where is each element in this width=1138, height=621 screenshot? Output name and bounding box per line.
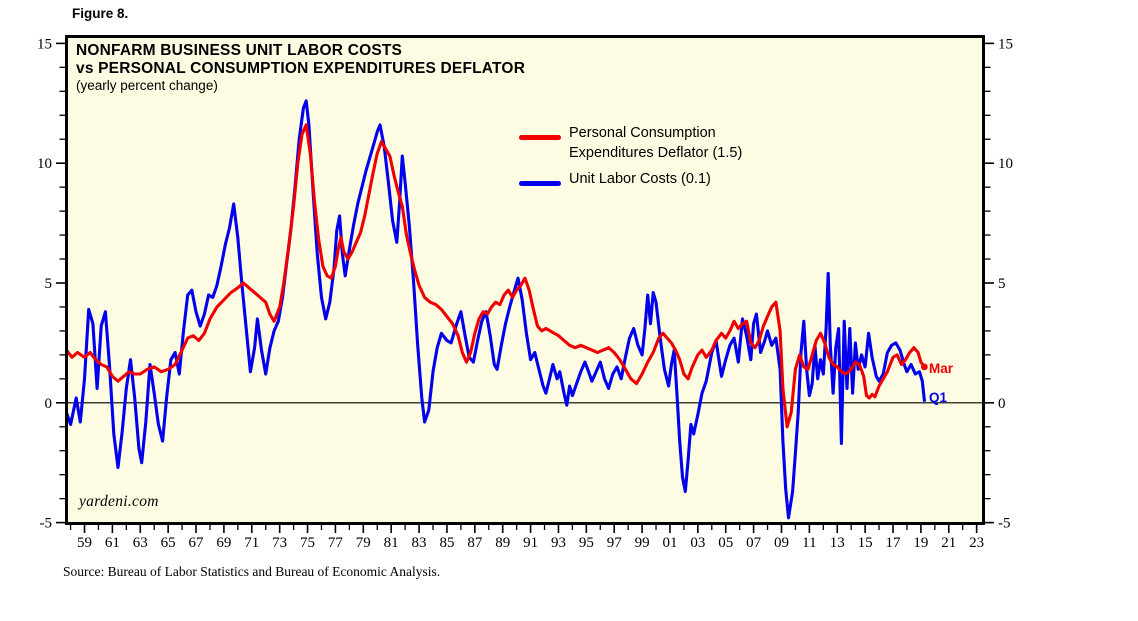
figure-label: Figure 8. (72, 6, 129, 21)
x-tick-label: 11 (802, 535, 816, 551)
y-tick-label-left: 0 (45, 396, 53, 412)
x-tick-label: 69 (216, 535, 231, 551)
y-tick-label-right: 15 (998, 36, 1013, 52)
x-axis: 59 61 63 65 67 69 71 73 75 77 79 81 83 85 87 89 91 93 95 97… (69, 525, 984, 551)
legend-swatch-unit-labor-costs (519, 181, 561, 186)
x-tick-label: 95 (579, 535, 594, 551)
plot-frame (65, 35, 985, 525)
pce-deflator-end-dot (920, 363, 928, 371)
x-tick-label: 91 (523, 535, 538, 551)
x-tick-label: 73 (272, 535, 287, 551)
pce-deflator-line (66, 123, 926, 429)
x-tick-label: 97 (607, 535, 623, 551)
unit-labor-costs-line (66, 99, 926, 520)
x-tick-label: 93 (551, 535, 566, 551)
y-axes: -5 -5 0 0 5 5 10 10 15 15 (37, 36, 1013, 531)
y-tick-label-left: 15 (37, 36, 52, 52)
y-tick-label-right: 10 (998, 156, 1013, 172)
legend-label-unit-labor-costs: Unit Labor Costs (0.1) (569, 170, 711, 190)
x-tick-label: 71 (244, 535, 259, 551)
x-tick-label: 61 (105, 535, 120, 551)
x-tick-label: 23 (969, 535, 984, 551)
y-tick-label-right: 5 (998, 276, 1006, 292)
x-tick-label: 75 (300, 535, 315, 551)
x-tick-label: 65 (161, 535, 176, 551)
x-tick-label: 13 (830, 535, 845, 551)
x-tick-label: 85 (439, 535, 454, 551)
y-tick-label-left: 10 (37, 156, 52, 172)
annotation-red-end-mar: Mar (929, 361, 954, 376)
y-tick-label-left: -5 (40, 516, 53, 532)
y-tick-label-left: 5 (45, 276, 53, 292)
y-tick-label-right: -5 (998, 516, 1011, 532)
x-tick-label: 03 (690, 535, 705, 551)
x-tick-label: 15 (858, 535, 873, 551)
x-tick-label: 99 (635, 535, 650, 551)
x-tick-label: 87 (467, 535, 483, 551)
watermark-yardeni: yardeni.com (79, 493, 159, 510)
source-note: Source: Bureau of Labor Statistics and B… (63, 564, 441, 579)
legend: Personal Consumption Expenditures Deflat… (519, 124, 819, 199)
legend-label-pce-line1: Personal Consumption (569, 125, 716, 141)
legend-swatch-pce-deflator (519, 135, 561, 140)
x-tick-label: 21 (941, 535, 956, 551)
x-tick-label: 19 (913, 535, 928, 551)
x-tick-label: 59 (77, 535, 92, 551)
x-tick-label: 79 (356, 535, 371, 551)
x-tick-label: 83 (412, 535, 427, 551)
x-tick-label: 81 (384, 535, 399, 551)
legend-label-ulc-line1: Unit Labor Costs (0.1) (569, 171, 711, 187)
x-tick-label: 77 (328, 535, 344, 551)
chart-units-note: (yearly percent change) (76, 78, 218, 93)
annotation-blue-end-q1: Q1 (929, 390, 948, 405)
series-group (66, 99, 928, 520)
legend-label-pce-deflator: Personal Consumption Expenditures Deflat… (569, 124, 742, 163)
y-tick-label-right: 0 (998, 396, 1006, 412)
x-tick-label: 01 (662, 535, 677, 551)
x-tick-label: 67 (189, 535, 205, 551)
x-tick-label: 07 (746, 535, 762, 551)
chart-title-line2: vs PERSONAL CONSUMPTION EXPENDITURES DEF… (76, 60, 526, 77)
x-tick-label: 05 (718, 535, 733, 551)
x-tick-label: 89 (495, 535, 510, 551)
x-tick-label: 09 (774, 535, 789, 551)
chart-title-line1: NONFARM BUSINESS UNIT LABOR COSTS (76, 42, 403, 59)
chart-title-block: NONFARM BUSINESS UNIT LABOR COSTS vs PER… (76, 42, 525, 93)
legend-label-pce-line2: Expenditures Deflator (1.5) (569, 144, 743, 161)
x-tick-label: 63 (133, 535, 148, 551)
x-tick-label: 17 (886, 535, 902, 551)
